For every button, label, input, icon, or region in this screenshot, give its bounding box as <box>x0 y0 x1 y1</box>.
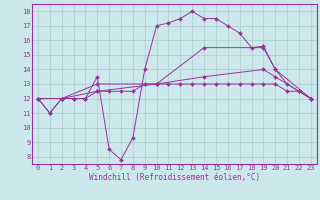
X-axis label: Windchill (Refroidissement éolien,°C): Windchill (Refroidissement éolien,°C) <box>89 173 260 182</box>
